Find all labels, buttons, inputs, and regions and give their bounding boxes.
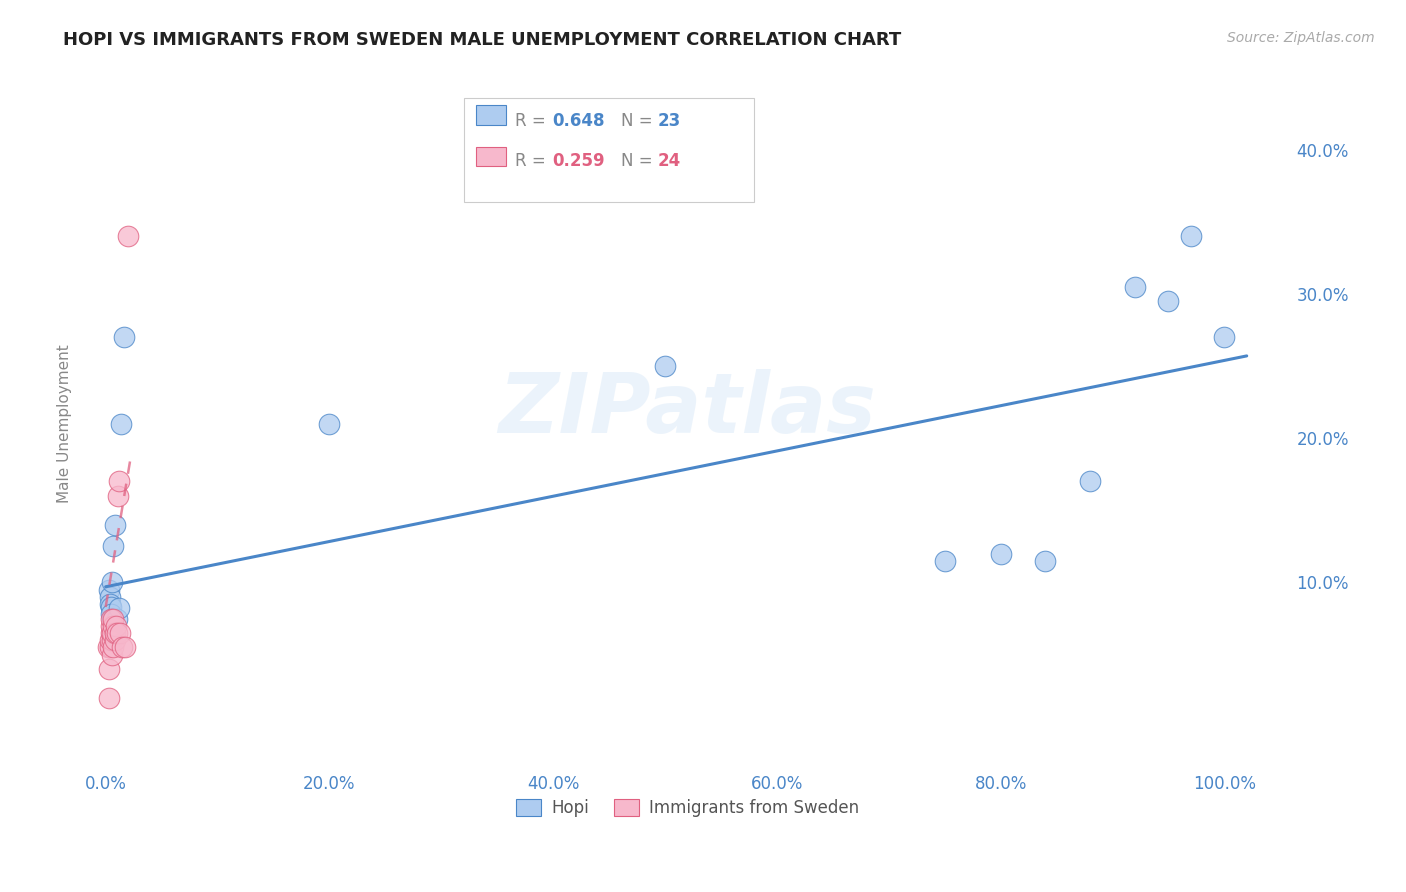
Point bbox=[934, 554, 956, 568]
Point bbox=[104, 633, 127, 648]
Point bbox=[100, 626, 122, 640]
Text: ZIPatlas: ZIPatlas bbox=[499, 369, 876, 450]
Point bbox=[98, 633, 121, 648]
Text: N =: N = bbox=[621, 112, 658, 130]
Text: 23: 23 bbox=[657, 112, 681, 130]
Point bbox=[104, 517, 127, 532]
Point bbox=[103, 618, 125, 632]
Point bbox=[101, 648, 124, 662]
Point bbox=[98, 690, 121, 705]
FancyBboxPatch shape bbox=[477, 105, 506, 125]
Text: N =: N = bbox=[621, 153, 658, 170]
Point bbox=[101, 626, 124, 640]
Point bbox=[117, 229, 139, 244]
Text: R =: R = bbox=[515, 153, 551, 170]
Text: R =: R = bbox=[515, 112, 551, 130]
Point bbox=[97, 640, 120, 655]
Point bbox=[1157, 294, 1180, 309]
Text: HOPI VS IMMIGRANTS FROM SWEDEN MALE UNEMPLOYMENT CORRELATION CHART: HOPI VS IMMIGRANTS FROM SWEDEN MALE UNEM… bbox=[63, 31, 901, 49]
Point bbox=[654, 359, 676, 373]
Point bbox=[108, 626, 131, 640]
Text: 0.259: 0.259 bbox=[553, 153, 605, 170]
Text: Source: ZipAtlas.com: Source: ZipAtlas.com bbox=[1227, 31, 1375, 45]
Point bbox=[104, 626, 127, 640]
FancyBboxPatch shape bbox=[464, 98, 754, 202]
Point bbox=[110, 417, 132, 431]
Point bbox=[100, 607, 122, 622]
Point bbox=[103, 640, 125, 655]
Point bbox=[101, 575, 124, 590]
Point bbox=[1213, 330, 1236, 344]
Point bbox=[111, 640, 134, 655]
Point bbox=[1033, 554, 1056, 568]
Point bbox=[105, 626, 128, 640]
Point bbox=[1078, 475, 1101, 489]
Point bbox=[104, 618, 127, 632]
Text: 0.648: 0.648 bbox=[553, 112, 605, 130]
FancyBboxPatch shape bbox=[477, 146, 506, 166]
Point bbox=[100, 599, 122, 614]
Point bbox=[98, 662, 121, 676]
Point bbox=[108, 601, 131, 615]
Point bbox=[101, 611, 124, 625]
Y-axis label: Male Unemployment: Male Unemployment bbox=[58, 344, 72, 503]
Point bbox=[112, 330, 135, 344]
Point bbox=[1180, 229, 1202, 244]
Point bbox=[103, 540, 125, 554]
Point bbox=[105, 611, 128, 625]
Point bbox=[98, 590, 121, 604]
Text: 24: 24 bbox=[657, 153, 681, 170]
Point bbox=[318, 417, 340, 431]
Point bbox=[98, 582, 121, 597]
Legend: Hopi, Immigrants from Sweden: Hopi, Immigrants from Sweden bbox=[509, 792, 866, 824]
Point bbox=[103, 611, 125, 625]
Point bbox=[107, 489, 129, 503]
Point bbox=[1123, 279, 1146, 293]
Point bbox=[98, 597, 121, 611]
Point bbox=[108, 475, 131, 489]
Point bbox=[990, 547, 1012, 561]
Point bbox=[100, 618, 122, 632]
Point bbox=[100, 611, 122, 625]
Point bbox=[101, 633, 124, 648]
Point bbox=[98, 640, 121, 655]
Point bbox=[114, 640, 136, 655]
